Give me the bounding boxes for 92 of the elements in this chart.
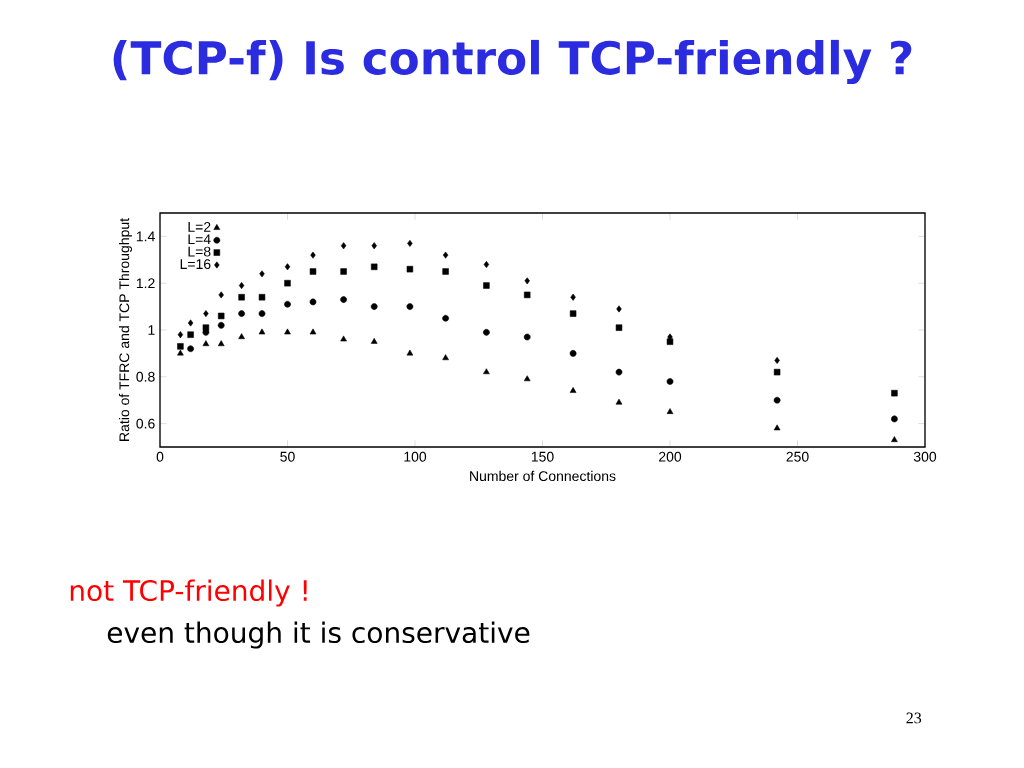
legend-label: L=2 bbox=[188, 221, 211, 232]
point bbox=[370, 303, 378, 310]
point bbox=[284, 263, 291, 271]
point bbox=[615, 324, 623, 331]
point bbox=[483, 282, 490, 289]
point bbox=[202, 324, 210, 331]
point bbox=[406, 265, 414, 273]
point bbox=[177, 349, 184, 356]
point bbox=[340, 268, 347, 275]
point bbox=[177, 331, 184, 339]
y-tick-label: 1.2 bbox=[136, 278, 155, 289]
point bbox=[666, 378, 674, 385]
point bbox=[524, 277, 530, 285]
x-tick-label: 100 bbox=[404, 451, 427, 462]
point bbox=[666, 408, 674, 414]
point bbox=[238, 294, 245, 301]
x-tick-label: 50 bbox=[280, 451, 295, 462]
point bbox=[442, 314, 449, 322]
point bbox=[524, 291, 531, 299]
point bbox=[258, 328, 266, 335]
x-tick-label: 150 bbox=[531, 451, 554, 462]
point bbox=[238, 333, 245, 340]
point bbox=[773, 368, 781, 376]
text: 23 bbox=[906, 712, 922, 724]
x-tick-label: 250 bbox=[786, 451, 809, 462]
point bbox=[284, 328, 291, 335]
point bbox=[258, 310, 266, 317]
point bbox=[773, 424, 781, 431]
y-tick-label: 0.8 bbox=[136, 371, 155, 382]
point bbox=[238, 282, 245, 290]
point bbox=[309, 298, 317, 306]
text: not TCP-friendly ! bbox=[70, 579, 307, 607]
legend-label: L=16 bbox=[180, 259, 211, 270]
point bbox=[406, 349, 414, 356]
point bbox=[483, 261, 490, 268]
point bbox=[218, 312, 225, 320]
point bbox=[370, 337, 378, 344]
x-axis-title: Number of Connections bbox=[470, 470, 616, 482]
point bbox=[406, 303, 414, 310]
point bbox=[442, 251, 449, 259]
point bbox=[187, 331, 194, 338]
point bbox=[284, 300, 291, 308]
point bbox=[891, 389, 898, 397]
point bbox=[569, 310, 577, 317]
point bbox=[773, 396, 781, 404]
point bbox=[569, 350, 577, 357]
point bbox=[217, 340, 225, 347]
point bbox=[442, 268, 449, 275]
point bbox=[483, 329, 490, 336]
point bbox=[202, 340, 210, 347]
x-tick-label: 300 bbox=[913, 451, 937, 462]
legend-label: L=4 bbox=[188, 234, 211, 245]
point bbox=[177, 343, 184, 350]
point bbox=[407, 239, 413, 247]
chart-title: (TCP-f) Is control TCP-friendly ? bbox=[113, 39, 912, 85]
point bbox=[371, 263, 378, 271]
legend-label: L=8 bbox=[188, 246, 211, 257]
point bbox=[258, 294, 266, 301]
y-tick-label: 1 bbox=[148, 325, 155, 335]
point bbox=[442, 354, 449, 361]
point bbox=[616, 305, 622, 313]
point bbox=[371, 242, 377, 250]
point bbox=[483, 368, 490, 375]
point bbox=[218, 291, 224, 299]
point bbox=[187, 319, 194, 327]
y-tick-label: 0.6 bbox=[136, 418, 155, 429]
point bbox=[309, 268, 317, 275]
point bbox=[340, 296, 347, 303]
point bbox=[340, 242, 347, 250]
y-tick-label: 1.4 bbox=[136, 231, 155, 242]
point bbox=[891, 436, 898, 442]
point bbox=[238, 310, 245, 317]
point bbox=[615, 368, 623, 376]
point bbox=[203, 310, 209, 318]
point bbox=[523, 333, 531, 341]
x-tick-label: 200 bbox=[659, 451, 682, 462]
point bbox=[523, 375, 531, 382]
point bbox=[340, 335, 347, 342]
point bbox=[187, 345, 194, 353]
point bbox=[615, 398, 623, 405]
point bbox=[309, 328, 317, 335]
point bbox=[570, 293, 576, 301]
point bbox=[310, 251, 316, 259]
point bbox=[217, 321, 225, 329]
y-axis-title: Ratio of TFRC and TCP Throughput bbox=[118, 218, 133, 441]
x-tick-label: 0 bbox=[156, 451, 164, 462]
point bbox=[891, 415, 898, 423]
point bbox=[284, 279, 291, 287]
point bbox=[774, 356, 780, 364]
point bbox=[259, 270, 265, 278]
text: even though it is conservative bbox=[107, 621, 530, 649]
point bbox=[569, 387, 577, 393]
